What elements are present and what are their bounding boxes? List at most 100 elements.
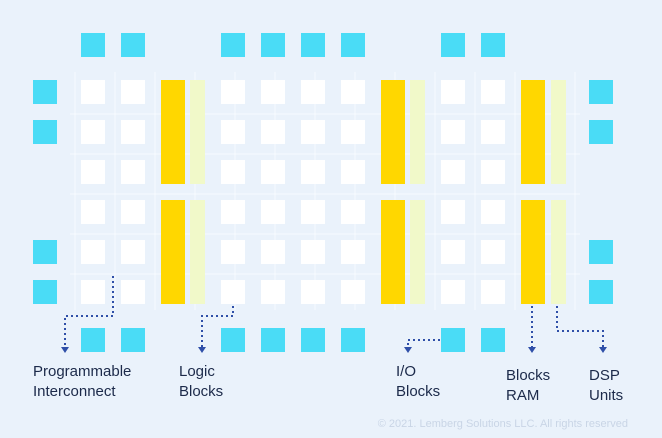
dsp-block (190, 200, 205, 304)
ram-block (521, 80, 545, 184)
io-block (589, 280, 613, 304)
logic-block (481, 200, 505, 224)
connector (201, 306, 234, 347)
logic-block (81, 120, 105, 144)
logic-block (301, 80, 325, 104)
io-block (481, 328, 505, 352)
logic-block (481, 120, 505, 144)
label-line: Programmable (33, 363, 131, 380)
label-line: Blocks (506, 367, 550, 384)
logic-block (261, 120, 285, 144)
ram-block (161, 200, 185, 304)
logic-block (341, 280, 365, 304)
logic-block (81, 200, 105, 224)
logic-block (121, 160, 145, 184)
logic-block (261, 200, 285, 224)
connector (407, 339, 440, 347)
io-block (81, 328, 105, 352)
label-line: Units (589, 387, 623, 404)
io-block (221, 328, 245, 352)
logic-block (221, 280, 245, 304)
logic-block (221, 160, 245, 184)
label-line: I/O (396, 363, 416, 380)
io-block (589, 120, 613, 144)
io-block (341, 328, 365, 352)
io-block (441, 328, 465, 352)
io-block (589, 80, 613, 104)
label-line: Logic (179, 363, 215, 380)
logic-block (81, 280, 105, 304)
io-block (221, 33, 245, 57)
io-block (81, 33, 105, 57)
connectors (61, 276, 607, 353)
logic-block (481, 280, 505, 304)
label-line: DSP (589, 367, 620, 384)
io-block (589, 240, 613, 264)
logic-block (341, 200, 365, 224)
io-block (481, 33, 505, 57)
logic-block (441, 240, 465, 264)
logic-block (341, 120, 365, 144)
logic-block (121, 80, 145, 104)
dsp-block (551, 80, 566, 184)
io-block (341, 33, 365, 57)
logic-block (261, 160, 285, 184)
connector (64, 276, 114, 347)
logic-block (221, 240, 245, 264)
logic-block (121, 240, 145, 264)
logic-block (441, 80, 465, 104)
io-block (301, 328, 325, 352)
logic-block (481, 240, 505, 264)
io-block (33, 120, 57, 144)
dsp-block (551, 200, 566, 304)
io-block (261, 328, 285, 352)
label-line: Blocks (396, 383, 440, 400)
logic-block (121, 120, 145, 144)
label-line: Blocks (179, 383, 223, 400)
logic-block (341, 240, 365, 264)
logic-block (261, 80, 285, 104)
blocks (33, 33, 613, 352)
logic-block (261, 240, 285, 264)
logic-block (301, 200, 325, 224)
logic-block (221, 80, 245, 104)
io-block (441, 33, 465, 57)
io-block (33, 280, 57, 304)
logic-block (441, 280, 465, 304)
logic-block (301, 280, 325, 304)
logic-block (481, 160, 505, 184)
logic-block (81, 240, 105, 264)
logic-block (261, 280, 285, 304)
io-block (33, 240, 57, 264)
ram-block (161, 80, 185, 184)
ram-block (521, 200, 545, 304)
logic-block (341, 80, 365, 104)
ram-block (381, 200, 405, 304)
logic-block (121, 280, 145, 304)
copyright: © 2021. Lemberg Solutions LLC. All right… (378, 418, 628, 430)
ram-block (381, 80, 405, 184)
logic-block (441, 120, 465, 144)
label-line: Interconnect (33, 383, 116, 400)
io-block (121, 328, 145, 352)
logic-block (341, 160, 365, 184)
dsp-block (190, 80, 205, 184)
io-block (33, 80, 57, 104)
label-line: RAM (506, 387, 539, 404)
logic-block (441, 200, 465, 224)
logic-block (301, 240, 325, 264)
logic-block (81, 160, 105, 184)
logic-block (221, 200, 245, 224)
dsp-block (410, 80, 425, 184)
logic-block (121, 200, 145, 224)
logic-block (221, 120, 245, 144)
dsp-block (410, 200, 425, 304)
io-block (261, 33, 285, 57)
logic-block (481, 80, 505, 104)
logic-block (441, 160, 465, 184)
logic-block (301, 160, 325, 184)
logic-block (301, 120, 325, 144)
io-block (121, 33, 145, 57)
logic-block (81, 80, 105, 104)
